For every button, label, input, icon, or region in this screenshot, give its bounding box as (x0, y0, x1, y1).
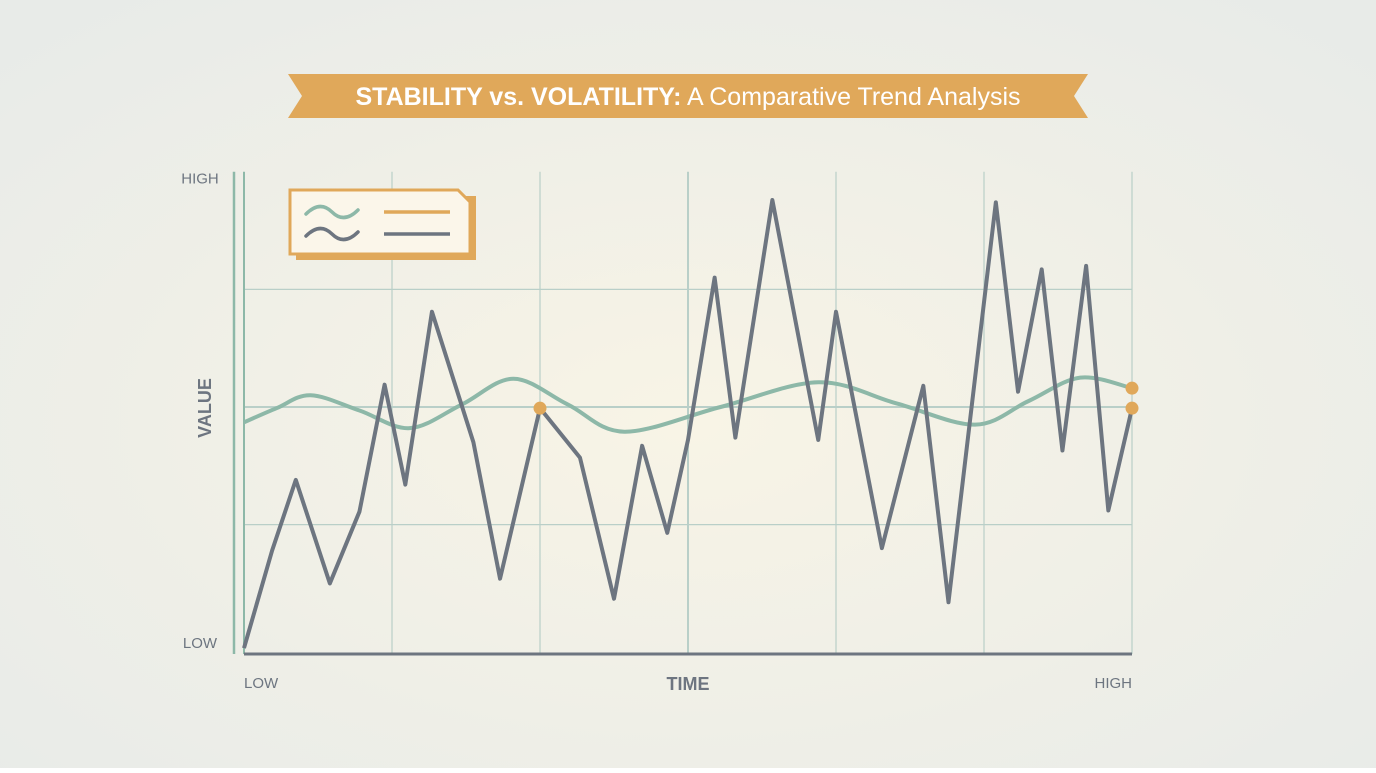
legend (288, 188, 476, 260)
legend-symbol (304, 204, 360, 220)
highlight-point (1125, 401, 1139, 415)
x-axis-label: TIME (667, 674, 710, 694)
x-tick-label: LOW (244, 675, 279, 692)
title: STABILITY vs. VOLATILITY: A Comparative … (355, 83, 1020, 111)
highlight-point (1125, 381, 1139, 395)
subtitle: A Comparative Trend Analysis (687, 83, 1021, 111)
highlight-point (533, 401, 547, 415)
title-lead: STABILITY vs. VOLATILITY: (355, 83, 681, 111)
y-tick-label: HIGH (181, 171, 219, 188)
series-line (243, 375, 1133, 434)
series-line (242, 197, 1134, 649)
y-tick-label: LOW (183, 635, 218, 652)
legend-box (288, 188, 472, 256)
x-tick-label: HIGH (1095, 675, 1133, 692)
title-banner (288, 74, 1088, 118)
y-axis-label: VALUE (195, 378, 215, 438)
legend-symbol (304, 226, 360, 242)
